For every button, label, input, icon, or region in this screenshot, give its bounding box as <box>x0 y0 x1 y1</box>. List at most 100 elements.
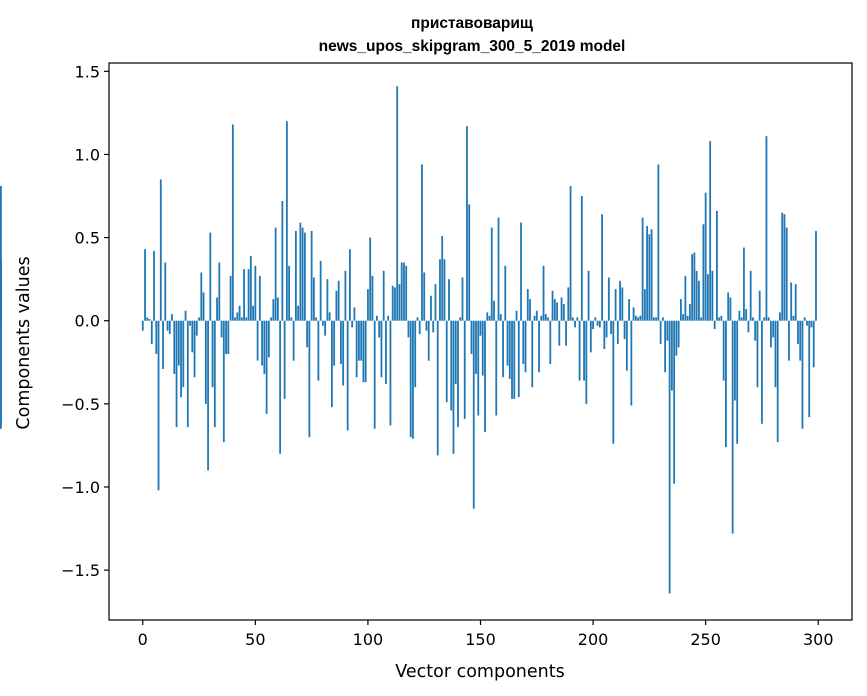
y-tick-label: −0.5 <box>61 395 100 414</box>
bar <box>495 320 498 416</box>
bar <box>162 320 164 369</box>
bar <box>475 320 477 374</box>
x-axis-ticks: 0 50 100 150 200 250 300 <box>138 620 834 649</box>
bar <box>236 312 239 321</box>
bar <box>198 317 200 321</box>
chart-subtitle: news_upos_skipgram_300_5_2019 model <box>319 38 626 55</box>
bar <box>810 320 813 328</box>
bar <box>481 320 484 376</box>
bar <box>315 317 318 321</box>
y-tick-label: 1.0 <box>75 145 100 164</box>
bar <box>439 259 441 321</box>
bar <box>675 320 678 356</box>
bar <box>146 317 149 321</box>
bar <box>463 320 466 419</box>
bar <box>695 270 698 321</box>
bar <box>144 249 146 321</box>
bar <box>567 287 570 321</box>
bar <box>639 315 642 321</box>
bar <box>270 317 273 321</box>
bar <box>358 320 360 361</box>
bar <box>272 299 275 321</box>
bar <box>743 247 745 321</box>
bar <box>580 196 583 321</box>
bar <box>391 285 394 321</box>
bar <box>443 259 446 321</box>
bar <box>547 317 549 321</box>
bar <box>285 121 288 321</box>
bar <box>650 229 653 321</box>
chart-title: приставоварищ <box>411 15 533 32</box>
bar <box>457 320 459 428</box>
bar <box>688 304 691 321</box>
bar <box>740 317 743 321</box>
bar <box>598 320 601 328</box>
bar <box>704 192 707 321</box>
bar <box>421 164 423 321</box>
bar <box>371 275 374 321</box>
bar <box>623 320 626 340</box>
bar <box>256 320 259 361</box>
bar <box>412 320 414 439</box>
bar <box>385 320 387 384</box>
bar <box>486 312 489 321</box>
bar <box>540 315 543 321</box>
bar <box>353 307 356 321</box>
bar <box>794 284 797 321</box>
bar <box>648 234 651 321</box>
bar <box>758 290 761 321</box>
x-tick-label: 250 <box>690 630 721 649</box>
bar <box>405 265 408 321</box>
bar <box>369 237 372 321</box>
bar <box>526 289 529 321</box>
bar <box>155 320 158 354</box>
bar <box>177 320 180 366</box>
bar <box>722 320 725 381</box>
bar <box>459 317 462 321</box>
bar <box>434 284 437 321</box>
bar <box>574 320 576 328</box>
bar <box>157 320 160 491</box>
bar <box>423 272 426 321</box>
bar <box>367 289 369 321</box>
bar <box>504 265 507 321</box>
bar <box>497 217 500 321</box>
bar <box>0 186 2 321</box>
bar <box>204 320 207 404</box>
bar <box>360 320 363 361</box>
bar <box>335 290 338 321</box>
bars-group <box>0 86 817 594</box>
bar <box>603 320 606 349</box>
bar <box>213 320 216 428</box>
bar <box>806 320 808 326</box>
bar <box>801 320 804 429</box>
bar <box>684 275 687 321</box>
bar <box>193 320 196 378</box>
bar <box>661 317 664 321</box>
bar <box>252 305 254 321</box>
bar <box>479 320 482 336</box>
bar <box>493 300 495 321</box>
bar <box>513 320 516 399</box>
bar <box>529 299 531 321</box>
bar <box>159 179 162 321</box>
bar <box>373 320 376 429</box>
bar <box>767 317 770 321</box>
bar <box>785 227 788 321</box>
bar <box>222 320 225 443</box>
bar <box>488 315 491 321</box>
bar <box>754 320 757 341</box>
bar <box>240 317 243 321</box>
bar <box>0 259 2 321</box>
bar <box>790 282 793 321</box>
bar <box>812 320 815 368</box>
bar <box>634 315 637 321</box>
bar <box>772 320 775 338</box>
bar <box>799 320 802 361</box>
bar <box>515 310 518 321</box>
bar <box>403 262 405 321</box>
bar <box>621 287 624 321</box>
bar <box>702 224 705 321</box>
bar <box>583 320 585 381</box>
